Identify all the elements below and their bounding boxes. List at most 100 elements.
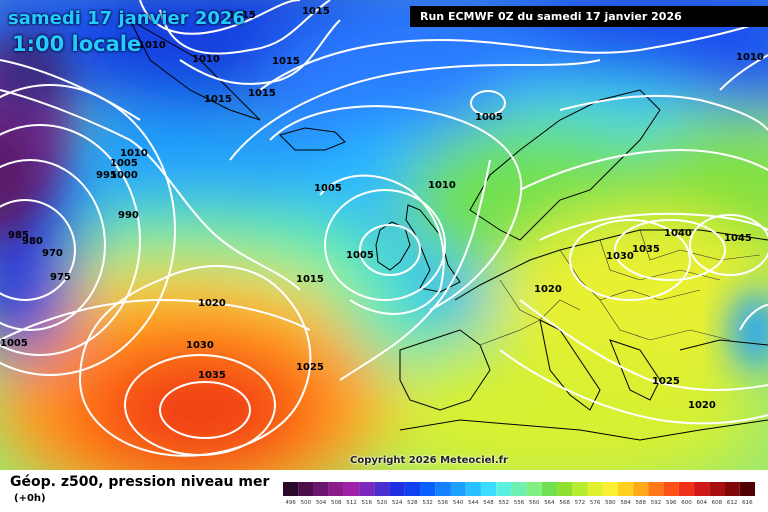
isobar-label: 1005	[314, 183, 342, 194]
scale-swatch	[724, 482, 740, 496]
scale-swatch	[526, 482, 542, 496]
scale-label: 532	[422, 500, 433, 506]
isobar-label: 1010	[120, 148, 148, 159]
isobar-label: 1015	[272, 56, 300, 67]
scale-label: 604	[696, 500, 707, 506]
isobar-label: 995	[96, 170, 117, 181]
scale-label: 568	[559, 500, 570, 506]
scale-swatch	[496, 482, 512, 496]
scale-swatch	[359, 482, 375, 496]
isobar-label: 1015	[302, 6, 330, 17]
legend-title: Géop. z500, pression niveau mer	[10, 474, 270, 490]
isobar-label: 1005	[346, 250, 374, 261]
scale-label: 520	[377, 500, 388, 506]
scale-label: 496	[285, 500, 296, 506]
isobar-label: 1035	[632, 244, 660, 255]
isobar-label: 980	[22, 236, 43, 247]
scale-swatch	[602, 482, 618, 496]
isobar-label: 1015	[296, 274, 324, 285]
scale-swatch	[709, 482, 725, 496]
scale-label: 588	[636, 500, 647, 506]
isobar-label: 1020	[688, 400, 716, 411]
scale-swatch	[389, 482, 405, 496]
scale-label: 512	[346, 500, 357, 506]
cold-pocket-ne	[730, 290, 768, 370]
isobar-label: 1015	[248, 88, 276, 99]
isobar-label: 1030	[606, 251, 634, 262]
scale-swatch	[328, 482, 344, 496]
geopotential-map: 1015 1015 1010 1010 1015 1015 1015 1010 …	[0, 0, 768, 470]
scale-label: 536	[438, 500, 449, 506]
scale-label: 596	[666, 500, 677, 506]
scale-label: 528	[407, 500, 418, 506]
scale-label: 580	[605, 500, 616, 506]
scale-swatch	[283, 482, 299, 496]
isobar-label: 1015	[204, 94, 232, 105]
scale-label: 544	[468, 500, 479, 506]
scale-swatch	[557, 482, 573, 496]
scale-label: 552	[499, 500, 510, 506]
map-date: samedi 17 janvier 2026	[8, 8, 245, 29]
isobar-label: 1020	[534, 284, 562, 295]
geopotential-field	[0, 0, 768, 470]
scale-label: 516	[361, 500, 372, 506]
scale-label: 548	[483, 500, 494, 506]
map-local-time: 1:00 locale	[12, 32, 142, 56]
isobar-label: 1020	[198, 298, 226, 309]
isobar-label: 1030	[186, 340, 214, 351]
isobar-label: 1000	[110, 170, 138, 181]
scale-swatch	[480, 482, 497, 496]
scale-label: 612	[727, 500, 738, 506]
scale-swatch	[587, 482, 603, 496]
scale-swatch	[374, 482, 390, 496]
country-borders	[479, 229, 761, 346]
scale-label: 564	[544, 500, 555, 506]
scale-swatch	[739, 482, 755, 496]
isobar-label: 1010	[192, 54, 220, 65]
isobar-label: 990	[118, 210, 139, 221]
scale-label: 556	[514, 500, 525, 506]
run-info-banner: Run ECMWF 0Z du samedi 17 janvier 2026	[410, 6, 768, 27]
scale-swatch	[633, 482, 649, 496]
scale-swatch	[694, 482, 710, 496]
copyright-text: Copyright 2026 Meteociel.fr	[350, 455, 508, 466]
scale-swatch	[511, 482, 527, 496]
isobar-labels: 1015 1015 1010 1010 1015 1015 1015 1010 …	[0, 6, 764, 411]
scale-label: 540	[453, 500, 464, 506]
isobar-label: 1010	[138, 40, 166, 51]
scale-label: 524	[392, 500, 403, 506]
isobar-label: 1025	[296, 362, 324, 373]
scale-swatch	[541, 482, 558, 496]
scale-label: 508	[331, 500, 342, 506]
scale-label: 576	[590, 500, 601, 506]
isobar-label: 1005	[110, 158, 138, 169]
scale-swatch	[648, 482, 664, 496]
isobar-label: 1010	[428, 180, 456, 191]
scale-label: 560	[529, 500, 540, 506]
scale-swatch	[663, 482, 679, 496]
isobar-label: 1015	[228, 10, 256, 21]
scale-label: 504	[316, 500, 327, 506]
scale-label: 600	[681, 500, 692, 506]
color-scale: 496 500 504 508 512 516 520 524 528 532 536 540 544 5…	[283, 482, 755, 506]
scale-swatch	[572, 482, 588, 496]
isobar-label: 970	[42, 248, 63, 259]
isobar-label: 1010	[736, 52, 764, 63]
isobar-label: 1005	[475, 112, 503, 123]
scale-label: 500	[301, 500, 312, 506]
scale-label: 592	[651, 500, 662, 506]
isobar-label: 1025	[652, 376, 680, 387]
isobar-label: 1045	[724, 233, 752, 244]
scale-swatch	[617, 482, 634, 496]
scale-swatch	[313, 482, 329, 496]
scale-swatch	[298, 482, 314, 496]
isobar-label: 985	[8, 230, 29, 241]
scale-label: 572	[575, 500, 586, 506]
isobar-label: 1040	[664, 228, 692, 239]
isobars	[0, 0, 768, 457]
scale-swatch	[404, 482, 421, 496]
scale-label: 616	[742, 500, 753, 506]
scale-swatch	[343, 482, 360, 496]
isobar-label: 975	[50, 272, 71, 283]
